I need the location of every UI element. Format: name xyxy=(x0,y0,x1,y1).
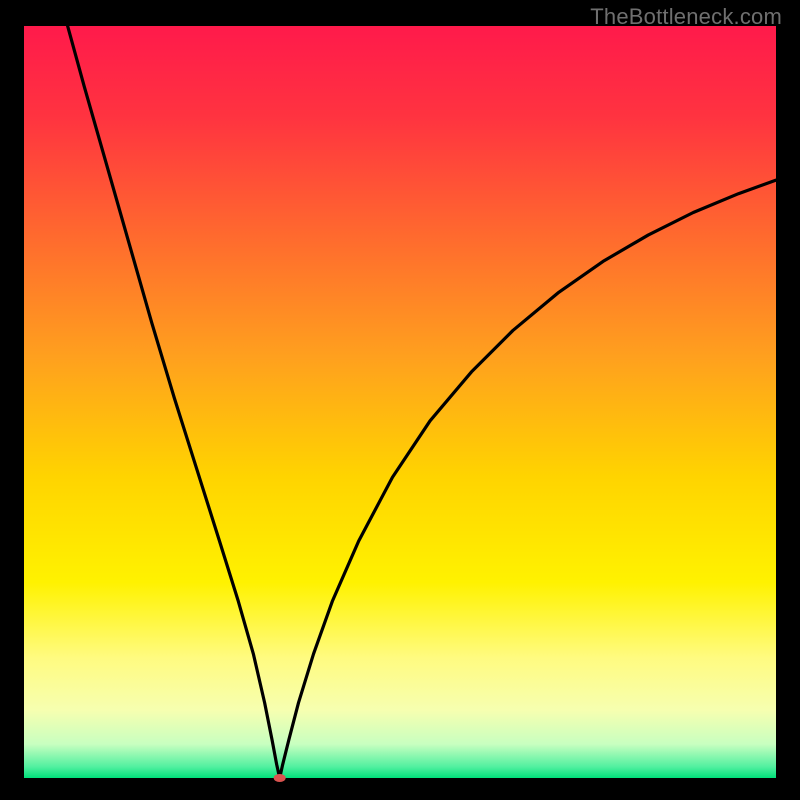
bottleneck-chart xyxy=(0,0,800,800)
gradient-background xyxy=(24,26,776,778)
chart-frame: TheBottleneck.com xyxy=(0,0,800,800)
optimum-marker xyxy=(274,774,286,782)
